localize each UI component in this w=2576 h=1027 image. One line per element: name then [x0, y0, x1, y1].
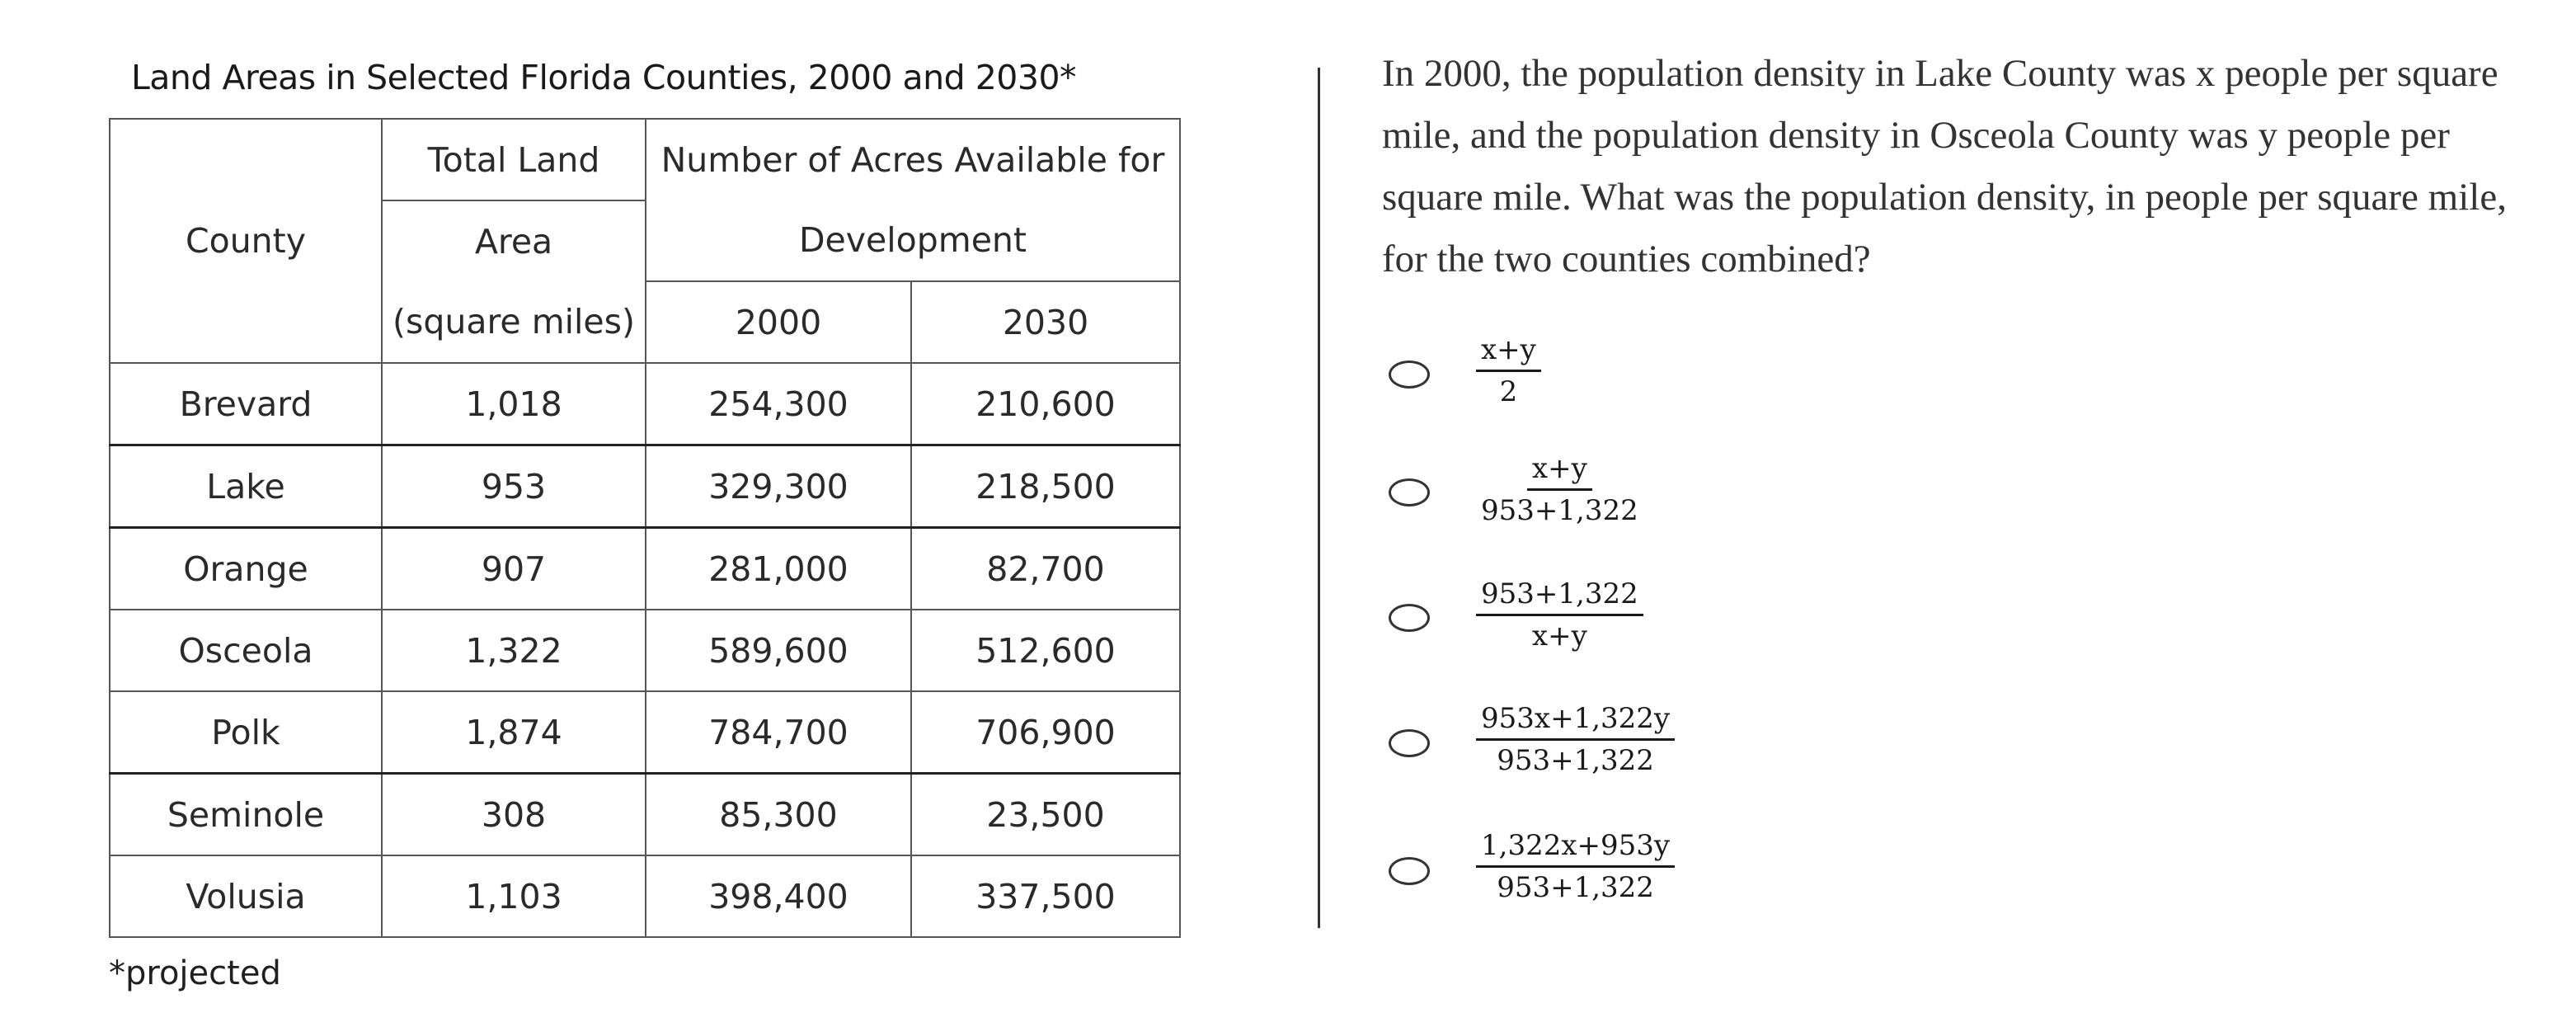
header-year-2030: 2030	[910, 280, 1181, 364]
answer-choice-c[interactable]: 953+1,322 x+y	[1385, 577, 1963, 670]
cell-county: Osceola	[109, 609, 383, 692]
radio-button-b[interactable]	[1389, 478, 1430, 506]
table-row: Orange 907 281,000 82,700	[109, 526, 1181, 610]
cell-acres-2030: 210,600	[910, 362, 1181, 446]
cell-acres-2000: 589,600	[645, 609, 912, 692]
vertical-divider	[1318, 68, 1320, 928]
cell-acres-2000: 254,300	[645, 362, 912, 446]
land-area-table: County Total Land Number of Acres Availa…	[109, 118, 1181, 938]
cell-acres-2000: 85,300	[645, 772, 912, 856]
radio-button-c[interactable]	[1389, 604, 1430, 632]
answer-choice-d[interactable]: 953x+1,322y 953+1,322	[1385, 702, 1963, 796]
choice-b-fraction: x+y 953+1,322	[1476, 452, 1643, 527]
header-land-area-line3: (square miles)	[381, 281, 646, 364]
answer-choice-b[interactable]: x+y 953+1,322	[1385, 452, 1963, 544]
cell-county: Seminole	[109, 772, 383, 856]
table-row: Polk 1,874 784,700 706,900	[109, 690, 1181, 775]
choice-a-denominator: 2	[1499, 375, 1518, 408]
cell-acres-2000: 398,400	[645, 855, 912, 938]
choice-d-fraction: 953x+1,322y 953+1,322	[1476, 702, 1676, 777]
cell-acres-2030: 706,900	[910, 690, 1181, 775]
cell-area: 308	[381, 772, 646, 856]
table-row: Volusia 1,103 398,400 337,500	[109, 855, 1181, 938]
question-text: In 2000, the population density in Lake …	[1382, 52, 2507, 280]
choice-c-denominator: x+y	[1531, 619, 1587, 652]
table-row: Lake 953 329,300 218,500	[109, 444, 1181, 529]
header-acres-line1: Number of Acres Available for	[660, 139, 1165, 180]
choice-a-fraction: x+y 2	[1476, 333, 1541, 408]
choice-c-fraction: 953+1,322 x+y	[1476, 577, 1643, 652]
cell-acres-2000: 784,700	[645, 690, 912, 775]
cell-county: Volusia	[109, 855, 383, 938]
cell-area: 907	[381, 526, 646, 610]
answer-choice-a[interactable]: x+y 2	[1385, 330, 1963, 421]
cell-acres-2030: 512,600	[910, 609, 1181, 692]
cell-acres-2030: 82,700	[910, 526, 1181, 610]
header-acres-line2: Development	[798, 219, 1027, 260]
table-figure: Land Areas in Selected Florida Counties,…	[0, 0, 1286, 1027]
choice-d-denominator: 953+1,322	[1497, 744, 1654, 777]
header-land-area-line1: Total Land	[381, 118, 646, 201]
cell-acres-2000: 329,300	[645, 444, 912, 529]
cell-county: Brevard	[109, 362, 383, 446]
header-acres: Number of Acres Available for Developmen…	[645, 118, 1181, 282]
table-title: Land Areas in Selected Florida Counties,…	[130, 58, 1077, 97]
header-year-2000: 2000	[645, 280, 912, 364]
cell-area: 953	[381, 444, 646, 529]
cell-acres-2030: 218,500	[910, 444, 1181, 529]
radio-button-d[interactable]	[1389, 729, 1430, 757]
cell-acres-2000: 281,000	[645, 526, 912, 610]
cell-county: Orange	[109, 526, 383, 610]
header-county: County	[109, 118, 383, 364]
choice-a-numerator: x+y	[1476, 333, 1541, 372]
table-row: Brevard 1,018 254,300 210,600	[109, 362, 1181, 446]
cell-acres-2030: 23,500	[910, 772, 1181, 856]
choice-b-numerator: x+y	[1526, 452, 1592, 491]
table-row: Seminole 308 85,300 23,500	[109, 772, 1181, 856]
choice-c-numerator: 953+1,322	[1476, 577, 1643, 616]
radio-button-e[interactable]	[1389, 857, 1430, 885]
choice-b-denominator: 953+1,322	[1481, 494, 1638, 527]
choice-d-numerator: 953x+1,322y	[1476, 702, 1676, 741]
cell-area: 1,018	[381, 362, 646, 446]
table-footnote: *projected	[109, 954, 281, 992]
cell-county: Lake	[109, 444, 383, 529]
choice-e-denominator: 953+1,322	[1497, 871, 1654, 904]
choice-e-fraction: 1,322x+953y 953+1,322	[1476, 829, 1676, 904]
cell-acres-2030: 337,500	[910, 855, 1181, 938]
table-row: Osceola 1,322 589,600 512,600	[109, 609, 1181, 692]
radio-button-a[interactable]	[1389, 360, 1430, 389]
header-land-area-line2: Area	[381, 200, 646, 281]
cell-area: 1,103	[381, 855, 646, 938]
cell-area: 1,322	[381, 609, 646, 692]
choice-e-numerator: 1,322x+953y	[1476, 829, 1676, 868]
cell-county: Polk	[109, 690, 383, 775]
cell-area: 1,874	[381, 690, 646, 775]
answer-choice-e[interactable]: 1,322x+953y 953+1,322	[1385, 829, 1963, 921]
